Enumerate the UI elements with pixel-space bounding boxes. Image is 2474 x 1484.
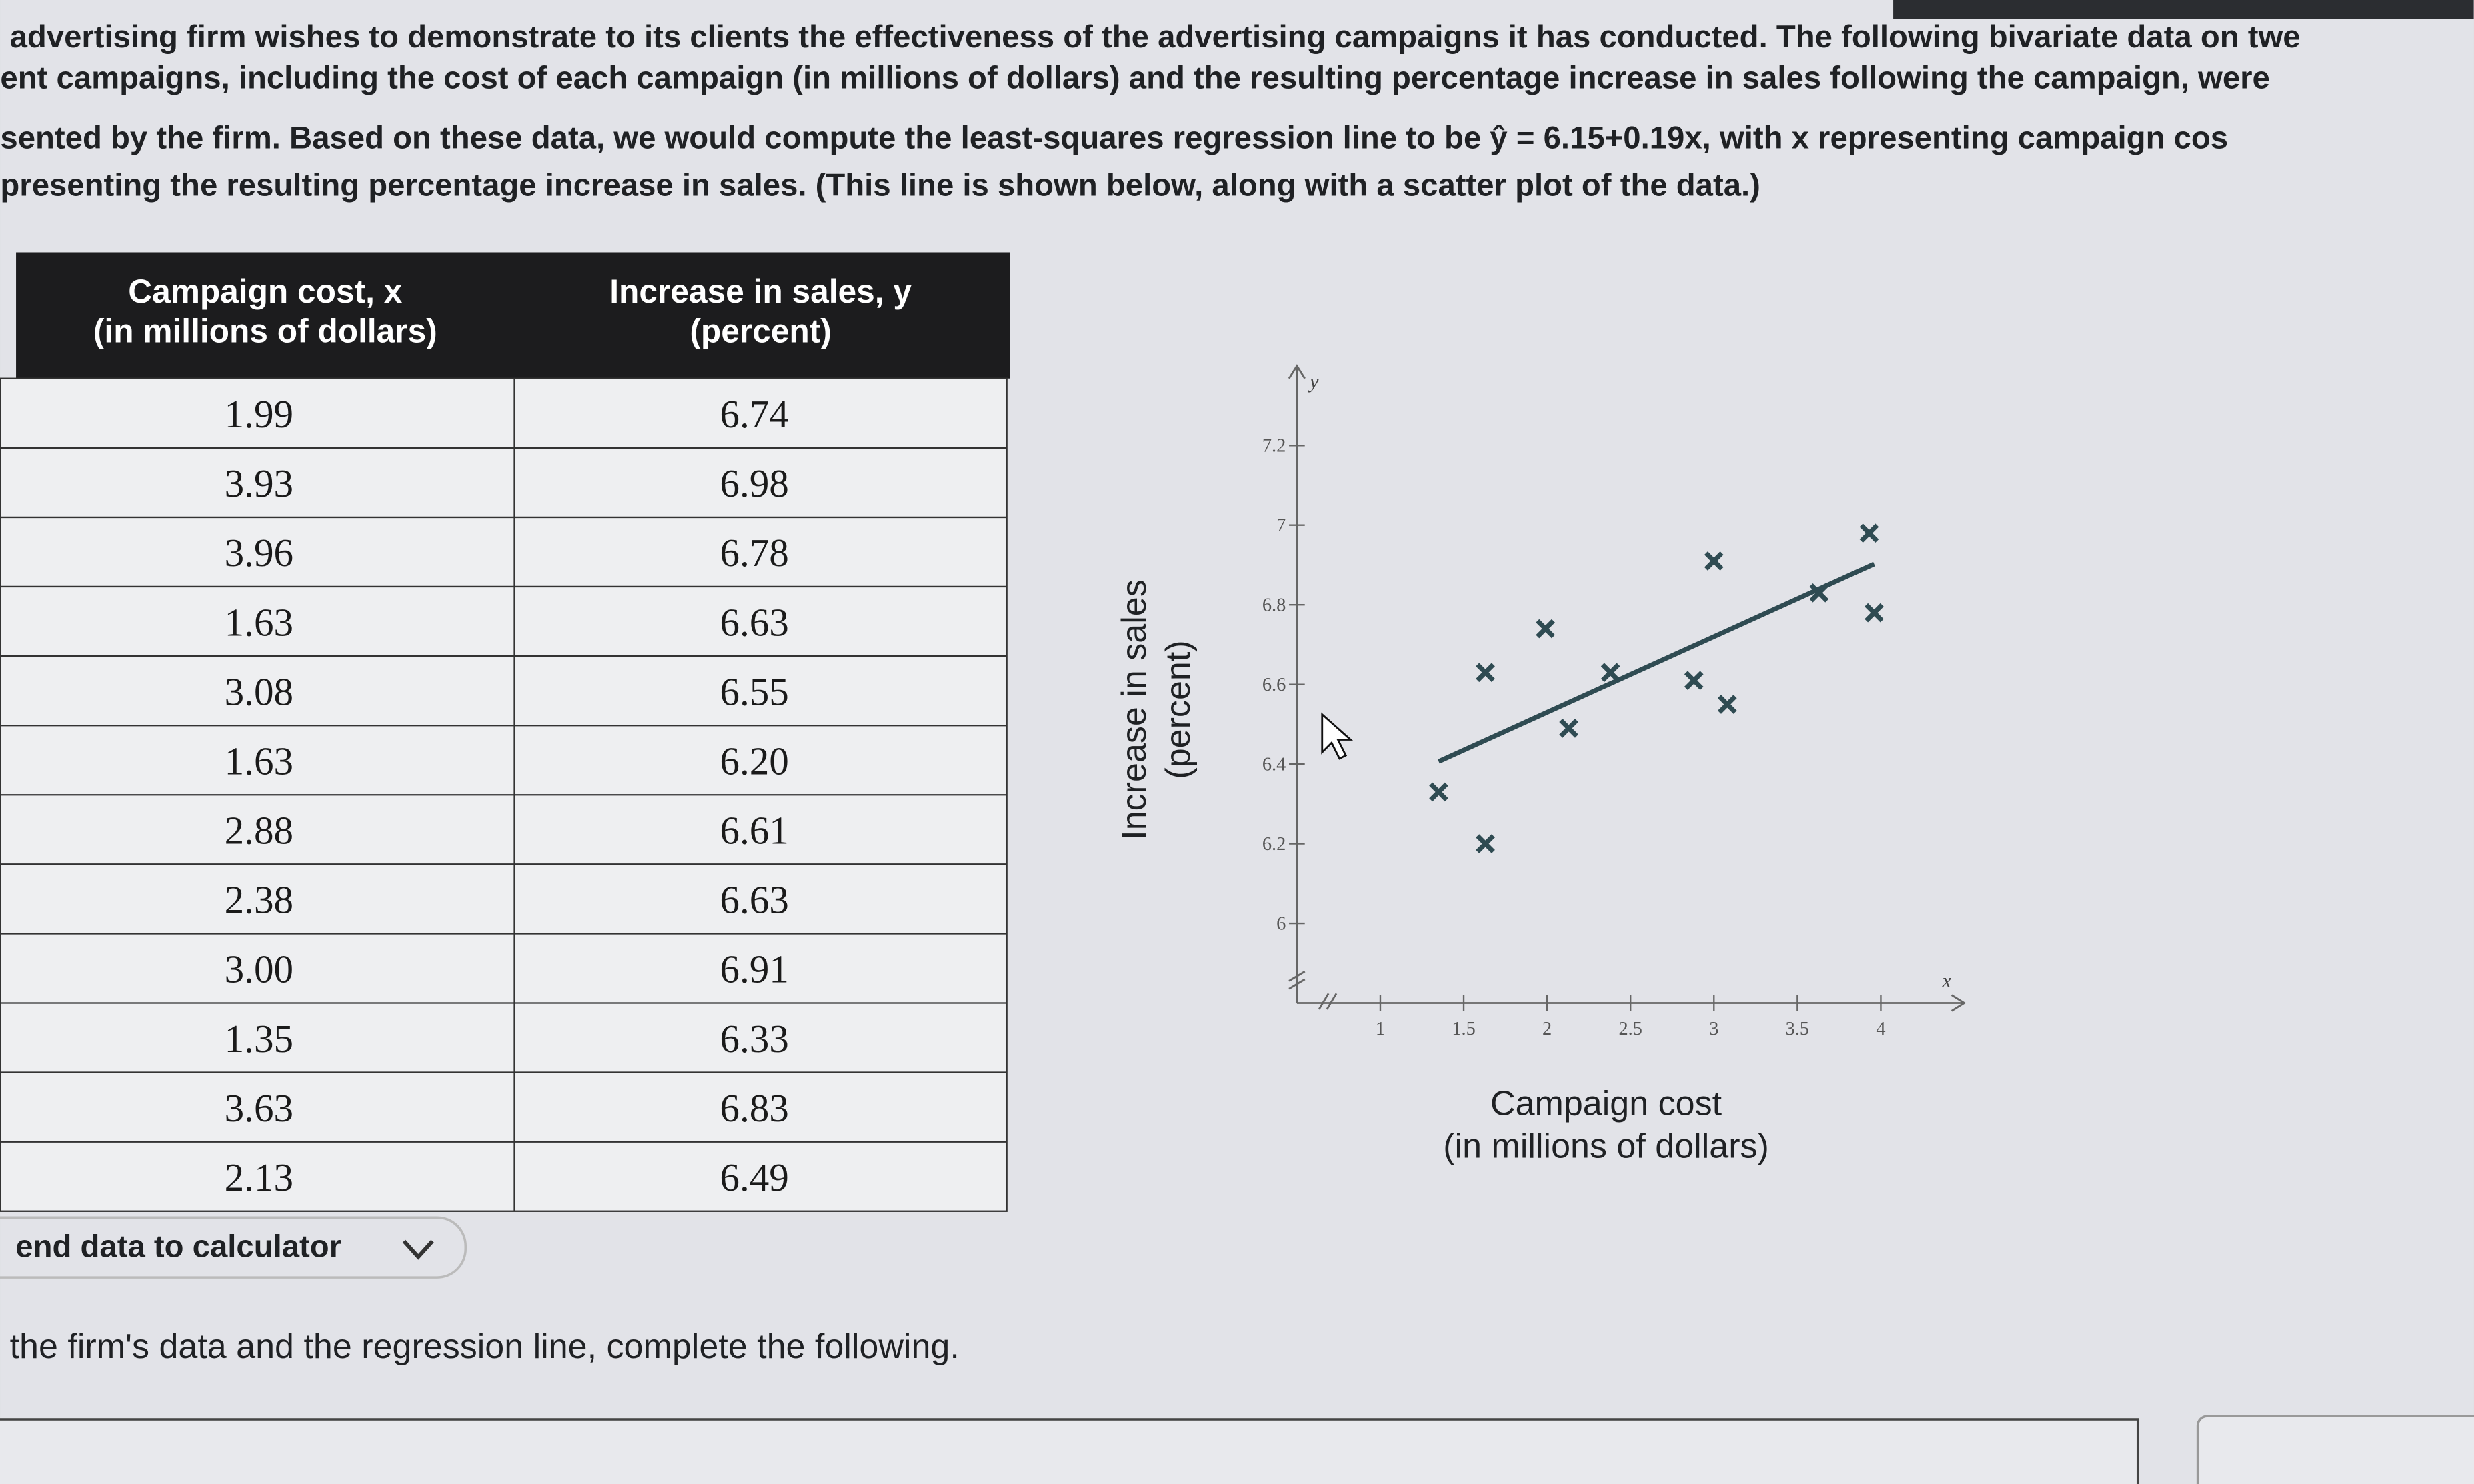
table-cell: 2.88 [225, 809, 293, 853]
y-tick-label: 6.2 [1262, 834, 1286, 855]
table-cell: 1.99 [225, 392, 293, 436]
y-tick-label: 7.2 [1262, 436, 1286, 457]
table-cell: 1.35 [225, 1017, 293, 1061]
y-tick-label: 6 [1276, 914, 1286, 935]
table-cell: 6.55 [720, 669, 788, 713]
x-tick-label: 3.5 [1786, 1019, 1809, 1039]
data-point [1865, 603, 1884, 623]
mouse-cursor [1321, 712, 1354, 760]
table-header [16, 252, 1010, 379]
intro-line: sented by the firm. Based on these data,… [0, 120, 2228, 155]
table-cell: 6.49 [720, 1155, 788, 1199]
data-point [1476, 834, 1495, 853]
data-point [1429, 782, 1448, 802]
table-cell: 6.61 [720, 809, 788, 853]
data-point [1536, 619, 1555, 639]
column-header: Increase in sales, y [609, 273, 912, 310]
y-axis-title: Increase in sales [1115, 579, 1154, 839]
y-axis-title: (percent) [1159, 640, 1198, 779]
table-cell: 3.63 [225, 1086, 293, 1130]
y-tick-label: 7 [1276, 515, 1286, 536]
x-tick-label: 3 [1709, 1019, 1718, 1039]
intro-line: presenting the resulting percentage incr… [0, 167, 1760, 203]
answer-box[interactable] [0, 1418, 2139, 1484]
x-tick-label: 1 [1376, 1019, 1385, 1039]
top-strip [1893, 0, 2474, 19]
table-cell: 3.96 [225, 531, 293, 575]
table-cell: 1.63 [225, 739, 293, 783]
data-point [1704, 551, 1724, 571]
column-header: (percent) [690, 312, 831, 349]
calculator-button[interactable] [0, 1216, 467, 1279]
x-axis-title: (in millions of dollars) [1443, 1127, 1769, 1165]
column-header: (in millions of dollars) [93, 312, 437, 349]
table-cell: 3.93 [225, 461, 293, 505]
y-arrow [1288, 364, 1306, 379]
intro-line: ent campaigns, including the cost of eac… [0, 60, 2269, 95]
x-tick-label: 1.5 [1452, 1019, 1475, 1039]
table-cell: 3.00 [225, 947, 293, 991]
x-arrow [1951, 994, 1967, 1012]
x-axis-label: x [1941, 969, 1951, 992]
table-cell: 1.63 [225, 600, 293, 644]
table-cell: 6.83 [720, 1086, 788, 1130]
table-cell: 6.63 [720, 878, 788, 922]
table-cell: 3.08 [225, 669, 293, 713]
table-cell: 6.33 [720, 1017, 788, 1061]
button-label[interactable]: end data to calculator [15, 1229, 341, 1264]
table-cell: 6.20 [720, 739, 788, 783]
data-point [1717, 695, 1737, 714]
regression-line [1438, 561, 1875, 764]
table-cell: 6.91 [720, 947, 788, 991]
table-cell: 2.13 [225, 1155, 293, 1199]
data-point [1809, 583, 1829, 603]
data-point [1476, 663, 1495, 683]
y-tick-label: 6.6 [1262, 675, 1286, 695]
table-cell: 6.98 [720, 461, 788, 505]
data-point [1859, 523, 1879, 543]
y-axis-label: y [1308, 370, 1319, 393]
data-point [1600, 663, 1620, 683]
table-cell: 6.74 [720, 392, 788, 436]
data-point [1559, 719, 1578, 738]
x-tick-label: 4 [1876, 1019, 1885, 1039]
axis-break [1288, 970, 1338, 1010]
intro-line: advertising firm wishes to demonstrate t… [10, 19, 2301, 55]
answer-box[interactable] [2196, 1415, 2474, 1484]
prompt-text: the firm's data and the regression line,… [10, 1327, 960, 1366]
column-header: Campaign cost, x [128, 273, 403, 310]
chevron-icon [402, 1239, 434, 1260]
x-tick-label: 2 [1542, 1019, 1552, 1039]
data-point [1684, 671, 1704, 691]
table-cell: 6.78 [720, 531, 788, 575]
table-cell: 2.38 [225, 878, 293, 922]
x-tick-label: 2.5 [1618, 1019, 1642, 1039]
y-tick-label: 6.8 [1262, 595, 1286, 616]
x-axis-title: Campaign cost [1490, 1084, 1722, 1123]
y-tick-label: 6.4 [1262, 755, 1286, 775]
table-cell: 6.63 [720, 600, 788, 644]
